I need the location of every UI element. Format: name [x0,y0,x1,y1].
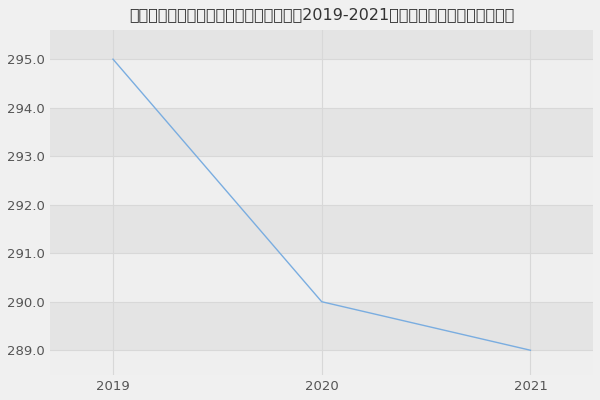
Bar [50,59,593,108]
Bar [50,108,593,156]
Bar [50,302,593,350]
Bar [50,350,593,374]
Bar [50,156,593,205]
Bar [50,30,593,59]
Bar [50,253,593,302]
Title: 内蒙古医科大学中医学院中医临床基础（2019-2021历年复试）研究生录取分数线: 内蒙古医科大学中医学院中医临床基础（2019-2021历年复试）研究生录取分数线 [129,7,514,22]
Bar [50,205,593,253]
